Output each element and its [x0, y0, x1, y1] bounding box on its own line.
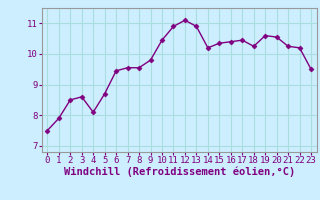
X-axis label: Windchill (Refroidissement éolien,°C): Windchill (Refroidissement éolien,°C) [64, 167, 295, 177]
